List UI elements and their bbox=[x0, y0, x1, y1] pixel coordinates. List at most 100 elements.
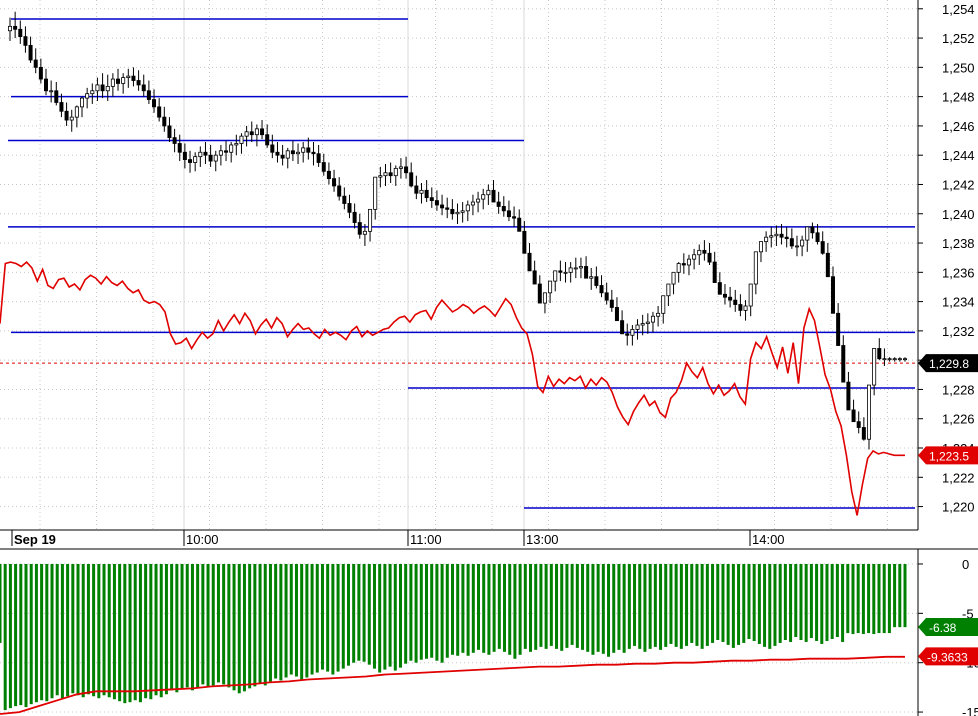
histogram-bar bbox=[300, 563, 304, 680]
histogram-bar bbox=[903, 563, 907, 628]
candle-down bbox=[275, 151, 280, 156]
histogram-bar bbox=[705, 563, 709, 646]
histogram-bar bbox=[799, 563, 803, 640]
price-tick-label: 1,228 bbox=[942, 382, 975, 397]
histogram-bar bbox=[529, 563, 533, 652]
indicator-last-tag bbox=[918, 617, 978, 636]
candle-down bbox=[167, 125, 172, 139]
histogram-bar bbox=[97, 563, 101, 699]
candle-up bbox=[254, 128, 259, 136]
histogram-bar bbox=[409, 563, 413, 661]
histogram-bar bbox=[726, 563, 730, 645]
candle-down bbox=[13, 25, 18, 30]
histogram-bar bbox=[653, 563, 657, 647]
histogram-bar bbox=[216, 563, 220, 683]
histogram-bar bbox=[284, 563, 288, 678]
candle-down bbox=[33, 59, 38, 68]
histogram-bar bbox=[8, 563, 12, 709]
candle-down bbox=[141, 84, 146, 92]
candle-up bbox=[296, 151, 301, 155]
histogram-bar bbox=[378, 563, 382, 673]
histogram-bar bbox=[404, 563, 408, 664]
candle-up bbox=[285, 150, 290, 159]
indicator-red-label: -9.3633 bbox=[927, 650, 968, 664]
histogram-bar bbox=[659, 563, 663, 650]
candle-up bbox=[892, 358, 897, 361]
histogram-bar bbox=[263, 563, 267, 686]
candle-down bbox=[347, 203, 352, 213]
candle-up bbox=[748, 283, 753, 307]
candle-up bbox=[640, 323, 645, 326]
price-tick-label: 1,244 bbox=[942, 148, 975, 163]
histogram-bar bbox=[144, 563, 148, 699]
histogram-bar bbox=[555, 563, 559, 649]
candle-up bbox=[121, 77, 126, 84]
candle-up bbox=[903, 358, 908, 361]
candle-down bbox=[491, 189, 496, 203]
candle-down bbox=[450, 208, 455, 215]
histogram-bar bbox=[716, 563, 720, 640]
price-tick-label: 1,234 bbox=[942, 295, 975, 310]
candle-up bbox=[645, 321, 650, 324]
histogram-bar bbox=[440, 563, 444, 663]
histogram-bar bbox=[544, 563, 548, 649]
histogram-bar bbox=[71, 563, 75, 694]
candle-up bbox=[568, 267, 573, 273]
histogram-bar bbox=[149, 563, 153, 700]
histogram-bar bbox=[461, 563, 465, 653]
candle-down bbox=[702, 249, 707, 254]
histogram-bar bbox=[388, 563, 392, 667]
candle-down bbox=[270, 144, 275, 153]
histogram-bar bbox=[783, 563, 787, 640]
candle-down bbox=[815, 232, 820, 242]
histogram-bar bbox=[872, 563, 876, 635]
candle-up bbox=[758, 241, 763, 253]
histogram-bar bbox=[877, 563, 881, 634]
candle-up bbox=[193, 156, 198, 163]
histogram-bar bbox=[279, 563, 283, 681]
histogram-bar bbox=[206, 563, 210, 688]
candle-up bbox=[85, 93, 90, 99]
histogram-bar bbox=[435, 563, 439, 661]
histogram-bar bbox=[81, 563, 85, 698]
histogram-bar bbox=[482, 563, 486, 653]
histogram-bar bbox=[331, 563, 335, 675]
candle-down bbox=[18, 28, 23, 38]
candle-down bbox=[326, 170, 331, 180]
histogram-bar bbox=[0, 563, 2, 643]
histogram-bar bbox=[227, 563, 231, 688]
candle-up bbox=[368, 208, 373, 232]
candle-down bbox=[131, 75, 136, 81]
candles bbox=[7, 11, 908, 450]
histogram-bar bbox=[414, 563, 418, 663]
histogram-bar bbox=[320, 563, 324, 670]
histogram-bar bbox=[737, 563, 741, 645]
histogram-bar bbox=[820, 563, 824, 644]
histogram-bar bbox=[700, 563, 704, 649]
candle-up bbox=[743, 305, 748, 311]
candle-up bbox=[80, 97, 85, 108]
candle-down bbox=[172, 137, 177, 144]
histogram-bar bbox=[487, 563, 491, 655]
candle-down bbox=[424, 189, 429, 199]
histogram-bar bbox=[513, 563, 517, 659]
candle-down bbox=[23, 36, 28, 46]
candle-up bbox=[866, 384, 871, 440]
indicator-red-tag bbox=[918, 647, 978, 666]
candle-up bbox=[234, 143, 239, 146]
histogram-bar bbox=[196, 563, 200, 689]
histogram-bar bbox=[565, 563, 569, 648]
histogram-bar bbox=[419, 563, 423, 660]
histogram-bar bbox=[690, 563, 694, 643]
candle-down bbox=[594, 276, 599, 286]
histogram-bar bbox=[809, 563, 813, 639]
histogram-bar bbox=[112, 563, 116, 700]
candle-up bbox=[74, 106, 79, 118]
histogram-bar bbox=[898, 563, 902, 628]
candle-up bbox=[805, 226, 810, 241]
level-lines bbox=[8, 18, 915, 509]
histogram-bar bbox=[66, 563, 70, 697]
candle-up bbox=[794, 245, 799, 248]
histogram-bar bbox=[367, 563, 371, 665]
candle-down bbox=[38, 66, 43, 80]
